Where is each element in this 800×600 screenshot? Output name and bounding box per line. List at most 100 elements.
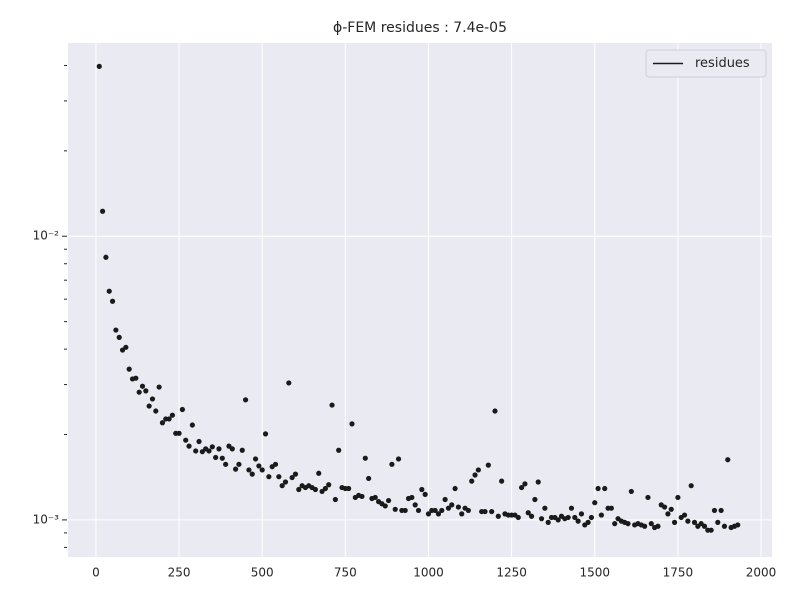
point xyxy=(385,497,392,504)
point xyxy=(555,517,561,523)
point xyxy=(219,455,225,461)
point xyxy=(346,485,352,492)
point xyxy=(279,483,285,489)
point xyxy=(528,513,535,519)
point xyxy=(612,521,618,527)
point xyxy=(395,456,402,462)
legend-label: residues xyxy=(695,56,750,71)
point xyxy=(735,522,741,528)
point xyxy=(482,508,488,515)
point xyxy=(209,444,215,450)
point xyxy=(419,486,425,493)
point xyxy=(106,288,112,294)
point xyxy=(568,505,575,511)
point xyxy=(532,496,538,503)
point xyxy=(349,421,355,427)
point xyxy=(249,471,255,477)
point xyxy=(103,254,109,260)
point xyxy=(149,396,156,402)
point xyxy=(598,512,605,518)
point xyxy=(572,514,578,521)
x-tick-label: 750 xyxy=(334,566,357,580)
point xyxy=(179,406,185,413)
point xyxy=(409,494,415,501)
point xyxy=(116,334,122,340)
point xyxy=(675,494,681,501)
y-tick-label: 10⁻³ xyxy=(33,512,60,526)
y-tick-label: 10⁻² xyxy=(33,229,60,243)
point xyxy=(592,500,598,506)
point xyxy=(628,488,634,495)
point xyxy=(602,485,608,492)
point xyxy=(186,443,192,449)
point xyxy=(113,327,119,333)
point xyxy=(425,511,432,517)
point xyxy=(296,486,302,493)
point xyxy=(329,402,335,408)
point xyxy=(655,523,661,529)
point xyxy=(169,412,176,418)
point xyxy=(322,485,328,492)
point xyxy=(382,503,388,509)
point xyxy=(402,507,408,514)
point xyxy=(449,502,455,508)
point xyxy=(133,375,139,381)
point xyxy=(96,63,102,69)
point xyxy=(565,514,571,521)
x-tick-label: 1750 xyxy=(663,566,694,580)
point xyxy=(136,389,142,395)
point xyxy=(455,504,462,510)
point xyxy=(525,510,531,516)
point xyxy=(242,397,249,403)
point xyxy=(362,455,368,461)
point xyxy=(229,446,235,452)
point xyxy=(139,383,146,389)
point xyxy=(459,511,465,517)
point xyxy=(412,502,418,508)
point xyxy=(316,470,322,476)
point xyxy=(535,479,541,485)
point xyxy=(213,454,219,461)
point xyxy=(276,474,282,480)
point xyxy=(236,461,242,467)
chart-title: ϕ-FEM residues : 7.4e-05 xyxy=(333,20,507,36)
point xyxy=(721,523,728,529)
point xyxy=(648,521,654,527)
point xyxy=(216,446,222,452)
point xyxy=(336,447,342,453)
x-tick-label: 1000 xyxy=(413,566,444,580)
point xyxy=(392,506,398,512)
point xyxy=(665,511,671,517)
point xyxy=(233,466,239,472)
point xyxy=(661,504,668,510)
x-tick-label: 1250 xyxy=(496,566,527,580)
point xyxy=(292,471,299,477)
point xyxy=(578,511,585,517)
point xyxy=(688,483,694,489)
point xyxy=(196,438,202,445)
point xyxy=(189,422,195,428)
point xyxy=(146,403,152,409)
point xyxy=(489,508,495,515)
point xyxy=(99,208,106,214)
point xyxy=(518,484,525,491)
point xyxy=(442,496,448,503)
point xyxy=(372,494,378,501)
point xyxy=(452,485,458,492)
point xyxy=(542,505,548,511)
point xyxy=(259,467,265,473)
point xyxy=(176,430,182,436)
point xyxy=(715,519,721,525)
point xyxy=(183,437,189,443)
point xyxy=(645,494,651,501)
point xyxy=(432,507,438,514)
point xyxy=(246,467,252,473)
point xyxy=(326,482,332,488)
point xyxy=(691,519,698,525)
point xyxy=(469,478,475,484)
point xyxy=(159,420,166,426)
point xyxy=(492,408,498,414)
point xyxy=(252,456,259,462)
point xyxy=(585,519,591,525)
